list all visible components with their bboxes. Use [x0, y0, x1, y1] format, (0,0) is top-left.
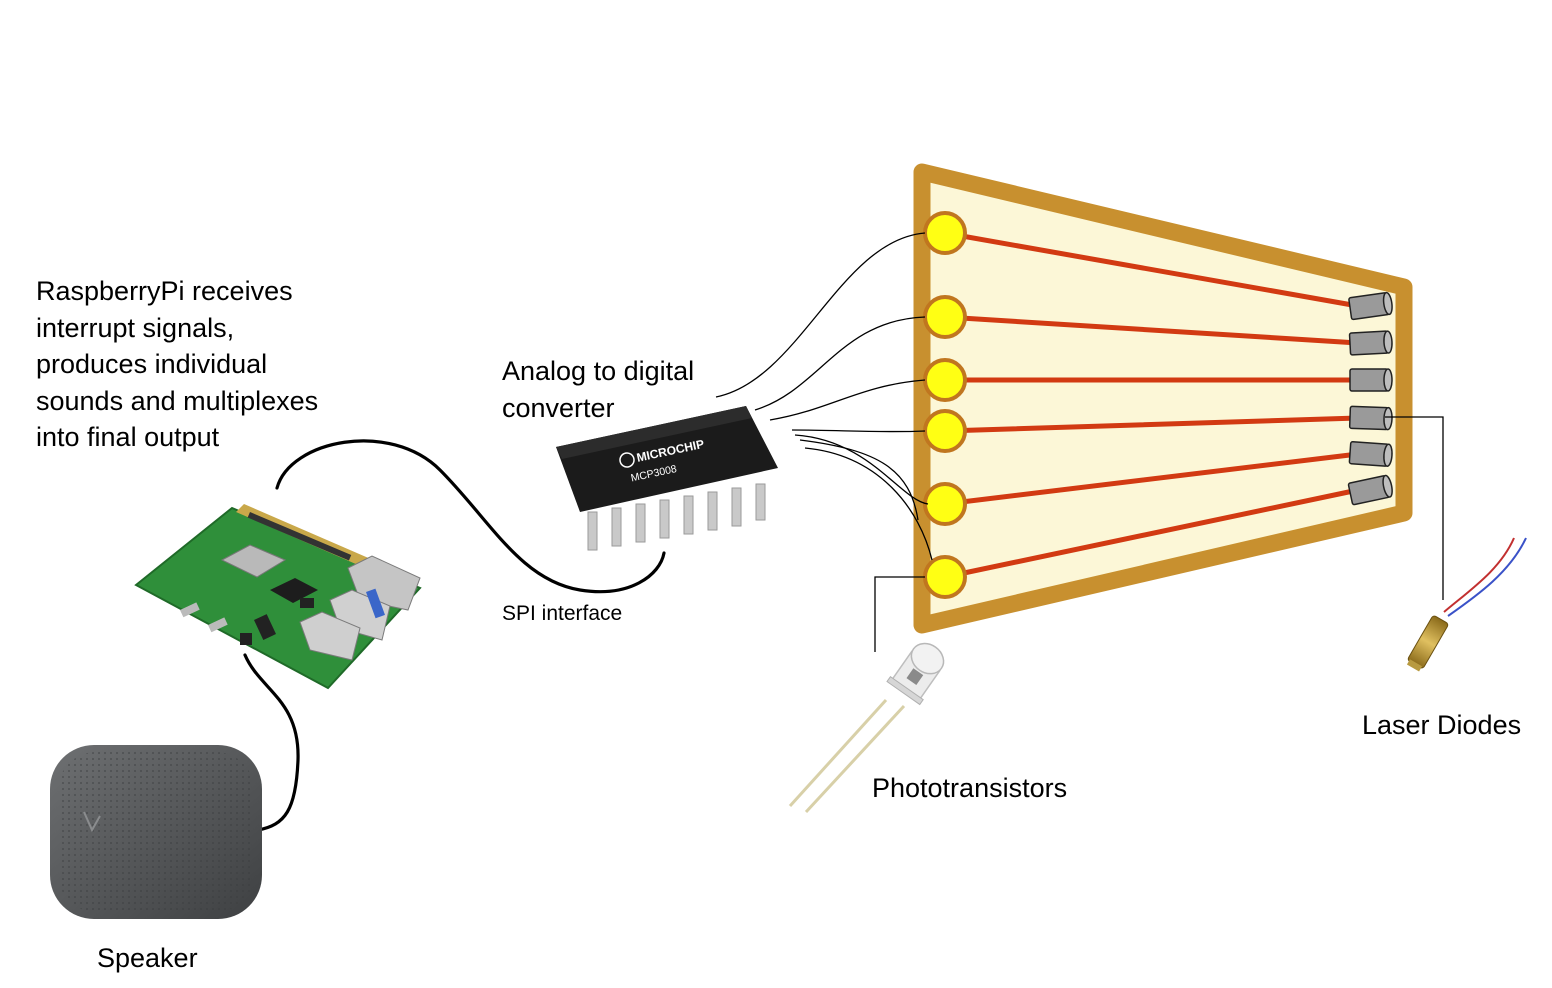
laser-diode-icon — [1348, 405, 1393, 431]
sensor-wires — [715, 232, 933, 561]
adc-chip-icon: MICROCHIP MCP3008 — [556, 406, 778, 551]
audio-cable — [243, 653, 300, 832]
phototransistors-label: Phototransistors — [872, 773, 1068, 803]
spi-label: SPI interface — [502, 602, 623, 625]
laser-diode-icon — [1348, 330, 1393, 356]
sensor-icon — [923, 295, 967, 339]
adc-label: Analog to digital converter — [502, 353, 694, 426]
sensor-array — [923, 211, 967, 599]
laser-diodes-label: Laser Diodes — [1362, 710, 1522, 740]
rpi-text-line: into final output — [36, 422, 220, 452]
laser-beams — [942, 230, 1361, 580]
laser-wire — [1385, 416, 1444, 600]
laser-diode-array — [1347, 291, 1393, 506]
rpi-text-line: produces individual — [36, 349, 268, 379]
speaker-icon — [50, 745, 262, 919]
laser-beam — [942, 230, 1361, 309]
harp-frame — [913, 163, 1413, 634]
rpi-text-line: RaspberryPi receives — [36, 276, 293, 306]
laser-diode-icon — [1347, 474, 1393, 506]
phototransistor-wire — [874, 576, 925, 652]
laser-diode-module-icon — [1406, 537, 1527, 672]
spi-cable — [275, 439, 666, 594]
laser-diode-icon — [1348, 441, 1393, 467]
raspberry-pi-board-icon — [134, 504, 422, 690]
sensor-icon — [923, 555, 967, 599]
laser-beam — [942, 314, 1361, 346]
adc-text-line: converter — [502, 392, 615, 423]
adc-text-line: Analog to digital — [502, 356, 695, 386]
sensor-icon — [923, 211, 967, 255]
laser-beam — [942, 487, 1361, 580]
sensor-icon — [923, 409, 967, 453]
rpi-text-line: interrupt signals, — [36, 312, 235, 343]
speaker-label: Speaker — [97, 943, 198, 973]
laser-beam — [942, 415, 1361, 434]
sensor-icon — [923, 482, 967, 526]
rpi-text-line: sounds and multiplexes — [36, 385, 319, 416]
sensor-icon — [923, 358, 967, 402]
phototransistor-icon — [788, 642, 945, 814]
raspberry-pi-description: RaspberryPi receives interrupt signals, … — [36, 273, 318, 456]
laser-diode-icon — [1349, 368, 1393, 392]
laser-beam — [942, 451, 1361, 507]
laser-diode-icon — [1348, 291, 1393, 321]
